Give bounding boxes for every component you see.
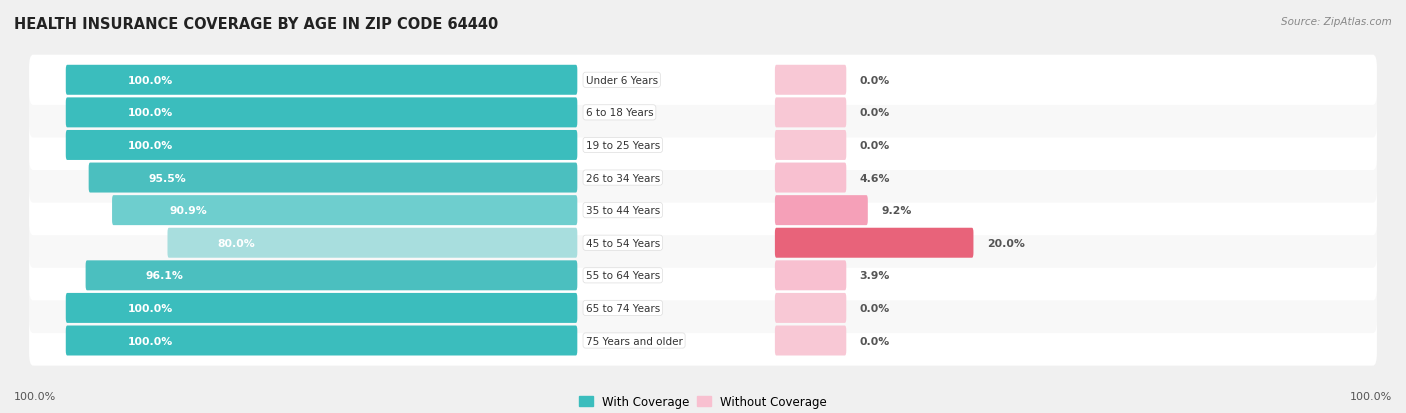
Text: 6 to 18 Years: 6 to 18 Years (586, 108, 654, 118)
FancyBboxPatch shape (66, 66, 578, 95)
Text: 26 to 34 Years: 26 to 34 Years (586, 173, 659, 183)
FancyBboxPatch shape (775, 163, 846, 193)
Text: 100.0%: 100.0% (14, 391, 56, 401)
FancyBboxPatch shape (775, 66, 846, 95)
Text: 0.0%: 0.0% (859, 336, 890, 346)
Text: 100.0%: 100.0% (128, 336, 173, 346)
FancyBboxPatch shape (89, 163, 578, 193)
FancyBboxPatch shape (30, 55, 1376, 106)
Text: Source: ZipAtlas.com: Source: ZipAtlas.com (1281, 17, 1392, 26)
Text: Under 6 Years: Under 6 Years (586, 76, 658, 85)
Text: 100.0%: 100.0% (128, 140, 173, 151)
FancyBboxPatch shape (66, 326, 578, 356)
FancyBboxPatch shape (86, 261, 578, 291)
Text: 100.0%: 100.0% (1350, 391, 1392, 401)
Text: 0.0%: 0.0% (859, 303, 890, 313)
Text: 20.0%: 20.0% (987, 238, 1025, 248)
FancyBboxPatch shape (30, 88, 1376, 138)
Text: 100.0%: 100.0% (128, 76, 173, 85)
Text: 65 to 74 Years: 65 to 74 Years (586, 303, 659, 313)
Text: 0.0%: 0.0% (859, 76, 890, 85)
Text: 3.9%: 3.9% (859, 271, 890, 281)
FancyBboxPatch shape (112, 196, 578, 225)
Text: 95.5%: 95.5% (149, 173, 186, 183)
FancyBboxPatch shape (30, 185, 1376, 236)
FancyBboxPatch shape (30, 121, 1376, 171)
Text: 75 Years and older: 75 Years and older (586, 336, 682, 346)
FancyBboxPatch shape (66, 293, 578, 323)
FancyBboxPatch shape (30, 316, 1376, 366)
FancyBboxPatch shape (66, 98, 578, 128)
FancyBboxPatch shape (30, 283, 1376, 333)
FancyBboxPatch shape (30, 251, 1376, 301)
Legend: With Coverage, Without Coverage: With Coverage, Without Coverage (574, 390, 832, 413)
Text: 19 to 25 Years: 19 to 25 Years (586, 140, 659, 151)
Text: 4.6%: 4.6% (859, 173, 890, 183)
Text: 100.0%: 100.0% (128, 108, 173, 118)
FancyBboxPatch shape (775, 98, 846, 128)
FancyBboxPatch shape (775, 261, 846, 291)
FancyBboxPatch shape (775, 196, 868, 225)
FancyBboxPatch shape (775, 131, 846, 161)
Text: 96.1%: 96.1% (146, 271, 184, 281)
FancyBboxPatch shape (66, 131, 578, 161)
Text: HEALTH INSURANCE COVERAGE BY AGE IN ZIP CODE 64440: HEALTH INSURANCE COVERAGE BY AGE IN ZIP … (14, 17, 498, 31)
Text: 35 to 44 Years: 35 to 44 Years (586, 206, 659, 216)
FancyBboxPatch shape (30, 153, 1376, 203)
Text: 45 to 54 Years: 45 to 54 Years (586, 238, 659, 248)
FancyBboxPatch shape (775, 326, 846, 356)
Text: 80.0%: 80.0% (218, 238, 256, 248)
FancyBboxPatch shape (775, 228, 973, 258)
Text: 90.9%: 90.9% (169, 206, 207, 216)
Text: 100.0%: 100.0% (128, 303, 173, 313)
Text: 0.0%: 0.0% (859, 108, 890, 118)
Text: 9.2%: 9.2% (882, 206, 911, 216)
Text: 0.0%: 0.0% (859, 140, 890, 151)
FancyBboxPatch shape (30, 218, 1376, 268)
FancyBboxPatch shape (167, 228, 578, 258)
FancyBboxPatch shape (775, 293, 846, 323)
Text: 55 to 64 Years: 55 to 64 Years (586, 271, 659, 281)
